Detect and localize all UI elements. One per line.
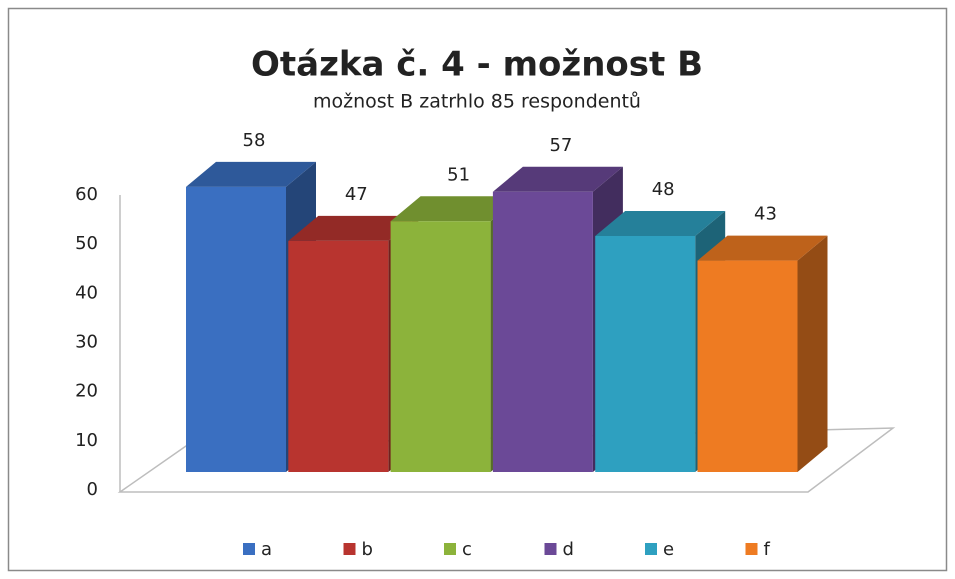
value-label: 58 [243, 130, 266, 151]
y-tick-label: 40 [75, 282, 98, 303]
y-tick-label: 60 [75, 184, 98, 205]
legend-label: f [764, 539, 771, 560]
y-tick-label: 50 [75, 233, 98, 254]
y-tick-label: 10 [75, 430, 98, 451]
legend-swatch [243, 543, 255, 555]
bar-front [697, 260, 798, 472]
legend-swatch [745, 543, 758, 555]
bar-front [595, 236, 696, 472]
y-tick-label: 0 [87, 479, 98, 500]
value-label: 51 [447, 164, 470, 185]
legend-swatch [645, 543, 657, 555]
bar-top [186, 161, 316, 187]
legend-label: d [563, 539, 574, 560]
bar-top [697, 235, 828, 261]
bar [492, 166, 623, 472]
value-label: 57 [549, 135, 572, 156]
legend-label: e [663, 539, 674, 560]
bar-front [186, 186, 286, 473]
legend-label: b [362, 539, 373, 560]
legend-label: a [261, 539, 272, 560]
legend-swatch [444, 543, 456, 555]
legend-swatch [343, 543, 356, 555]
value-label: 47 [345, 184, 368, 205]
value-label: 43 [754, 204, 777, 225]
bar-top [595, 211, 726, 236]
y-tick-label: 30 [75, 332, 98, 353]
legend-swatch [544, 543, 557, 555]
value-label: 48 [652, 179, 675, 200]
bar-side [797, 235, 828, 472]
bar-front [288, 240, 389, 472]
bar-top [492, 166, 623, 192]
legend-label: c [462, 539, 472, 560]
y-tick-label: 20 [75, 381, 98, 402]
chart-subtitle: možnost B zatrhlo 85 respondentů [313, 91, 641, 113]
chart-title: Otázka č. 4 - možnost B [251, 45, 703, 85]
bar-front [390, 221, 491, 472]
bar-top [390, 196, 521, 222]
bar-front [492, 191, 593, 472]
bar [697, 235, 828, 472]
bar-top [288, 215, 419, 241]
